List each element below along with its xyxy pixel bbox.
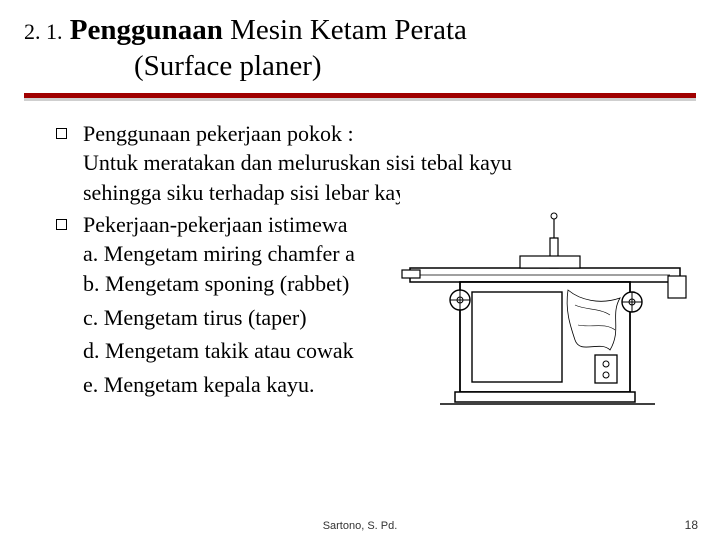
- rule-shadow: [24, 98, 696, 101]
- heading-word2: Mesin Ketam Perata: [230, 14, 467, 46]
- planer-machine-illustration: [400, 190, 700, 420]
- slide: 2. 1. Penggunaan Mesin Ketam Perata (Sur…: [0, 0, 720, 540]
- square-bullet-icon: [56, 219, 67, 230]
- page-number: 18: [685, 518, 698, 532]
- footer-author: Sartono, S. Pd.: [0, 520, 720, 532]
- slide-title: 2. 1. Penggunaan Mesin Ketam Perata (Sur…: [24, 12, 696, 85]
- heading-number: 2. 1.: [24, 19, 63, 44]
- bullet-line: Untuk meratakan dan meluruskan sisi teba…: [83, 148, 688, 178]
- heading-word1: Penggunaan: [70, 14, 223, 46]
- heading-line2: (Surface planer): [24, 50, 322, 82]
- title-underline: [24, 93, 696, 101]
- square-bullet-icon: [56, 128, 67, 139]
- bullet-lead: Penggunaan pekerjaan pokok :: [83, 119, 688, 149]
